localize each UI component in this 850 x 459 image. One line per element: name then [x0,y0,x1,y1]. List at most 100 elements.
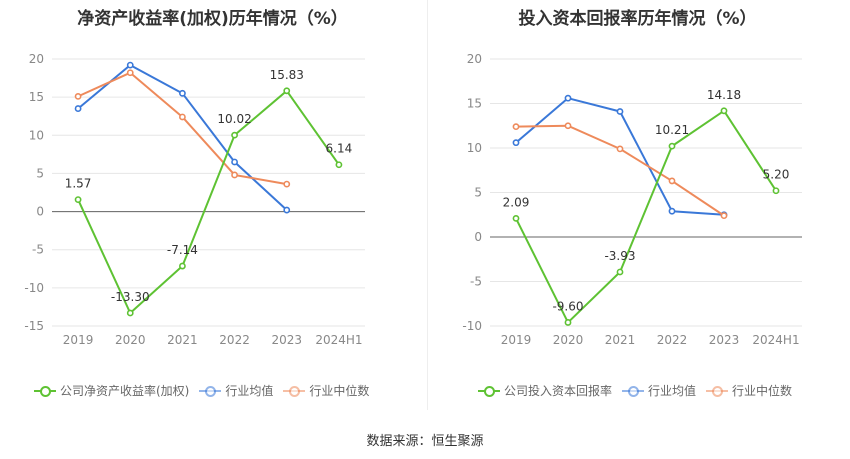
x-tick-label: 2022 [219,333,250,347]
data-point [74,196,82,203]
data-label: -7.14 [167,243,198,257]
legend-item[interactable]: 公司净资产收益率(加权) [34,382,189,399]
legend-item[interactable]: 行业均值 [199,382,273,399]
y-tick-label: 0 [36,205,44,219]
data-point [564,122,572,130]
legend-swatch-icon [199,385,222,397]
y-tick-label: -10 [24,281,44,295]
data-point [126,309,134,317]
legend-swatch-icon [283,385,306,397]
data-point [512,123,520,131]
data-point [335,161,343,169]
data-point [74,92,82,100]
y-tick-label: 10 [467,141,482,155]
legend-label: 行业中位数 [732,384,793,398]
data-source: 数据来源：恒生聚源 [366,434,484,449]
data-label: -9.60 [552,299,583,313]
legend-label: 行业中位数 [309,384,370,398]
data-point [616,268,624,276]
x-tick-label: 2024H1 [315,333,362,347]
data-label: 5.20 [763,168,790,182]
data-point [772,187,780,195]
legend-roic: 公司投入资本回报率 行业均值 行业中位数 [478,382,802,399]
series-line-2 [515,124,725,217]
x-tick-label: 2021 [605,333,636,347]
legend-swatch-icon [706,385,729,397]
data-point [231,158,238,166]
data-point [126,69,134,77]
data-label: 14.18 [707,88,741,102]
y-tick-label: 5 [36,166,44,180]
y-tick-label: -5 [470,275,482,289]
chart-divider [427,0,428,410]
y-tick-label: 20 [29,52,44,66]
data-point [179,113,186,121]
data-point [512,139,520,147]
legend-swatch-icon [622,385,645,397]
y-tick-label: -15 [24,319,44,333]
chart-title-roe: 净资产收益率(加权)历年情况（%） [77,9,348,29]
data-label: 15.83 [270,68,304,82]
y-tick-label: 15 [467,97,482,111]
y-tick-label: 5 [474,186,482,200]
y-tick-label: 0 [474,230,482,244]
data-point [668,177,676,185]
series-line-1 [77,64,288,211]
x-tick-label: 2024H1 [752,333,799,347]
series-line-2 [77,71,287,186]
data-label: 6.14 [326,142,353,156]
data-point [283,206,291,214]
legend-item[interactable]: 公司投入资本回报率 [478,382,612,399]
y-tick-label: -5 [32,243,44,257]
legend-label: 行业均值 [225,384,274,398]
data-point [720,212,728,220]
x-tick-label: 2022 [657,333,688,347]
legend-roe: 公司净资产收益率(加权) 行业均值 行业中位数 [34,382,379,399]
x-tick-label: 2023 [709,333,740,347]
x-tick-label: 2020 [115,333,146,347]
series-line-0 [515,109,777,324]
x-tick-label: 2019 [501,333,532,347]
data-point [720,107,728,115]
legend-item[interactable]: 行业中位数 [706,382,792,399]
y-tick-label: 20 [467,52,482,66]
legend-label: 公司净资产收益率(加权) [60,384,190,398]
series-line-0 [77,89,340,315]
legend-swatch-icon [34,385,56,397]
data-label: -3.93 [604,249,635,263]
data-point [179,89,186,97]
x-tick-label: 2019 [63,333,94,347]
data-label: -13.30 [111,290,150,304]
data-point [564,319,572,326]
data-point [668,207,676,215]
data-point [668,142,676,150]
data-label: 1.57 [65,177,92,191]
y-tick-label: -10 [462,319,482,333]
x-tick-label: 2020 [553,333,584,347]
data-point [74,105,82,112]
legend-label: 公司投入资本回报率 [504,384,613,398]
legend-swatch-icon [478,385,500,397]
x-tick-label: 2021 [167,333,198,347]
y-tick-label: 10 [29,128,44,142]
data-point [564,94,572,102]
data-label: 10.21 [655,123,689,137]
data-point [231,171,238,179]
data-point [512,214,520,222]
y-tick-label: 15 [29,90,44,104]
legend-item[interactable]: 行业均值 [622,382,696,399]
data-point [616,108,624,115]
data-label: 10.02 [217,112,251,126]
data-point [616,145,624,153]
data-point [283,87,291,95]
data-point [231,131,238,139]
data-point [283,180,291,188]
series-line-1 [515,97,725,216]
data-point [126,61,134,69]
data-point [179,262,186,270]
chart-title-roic: 投入资本回报率历年情况（%） [518,9,757,29]
legend-item[interactable]: 行业中位数 [283,382,369,399]
x-tick-label: 2023 [271,333,302,347]
data-label: 2.09 [503,195,530,209]
